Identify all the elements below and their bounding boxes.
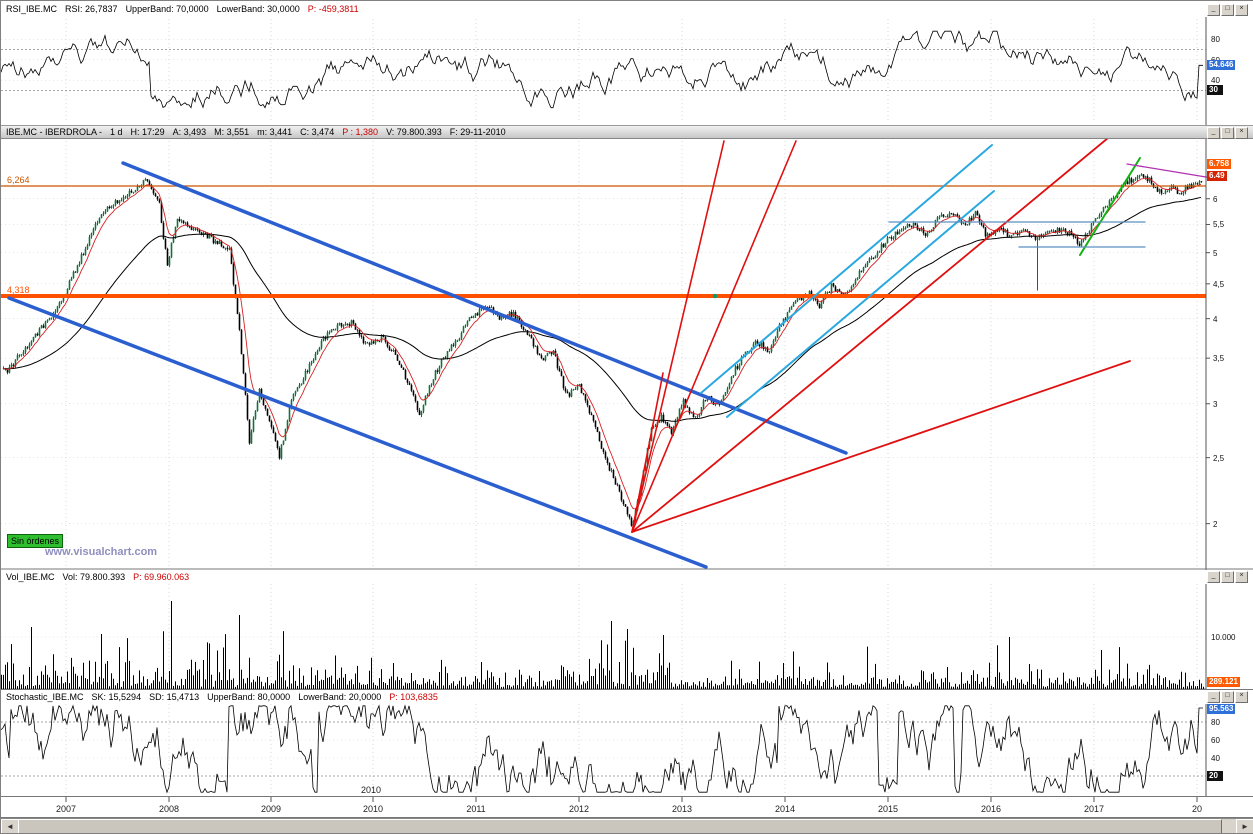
minimize-button[interactable]: _ xyxy=(1207,691,1220,703)
header-field: 1 d xyxy=(110,127,123,137)
header-field: IBE.MC - IBERDROLA - xyxy=(6,127,103,137)
time-axis-year-label: 2014 xyxy=(774,804,796,814)
maximize-button[interactable]: □ xyxy=(1221,571,1234,583)
time-axis-year-label: 2011 xyxy=(466,804,486,814)
close-button[interactable]: × xyxy=(1235,691,1248,703)
volume-chart-area[interactable] xyxy=(1,584,1206,689)
time-axis-year-label: 2013 xyxy=(671,804,693,814)
header-field: LowerBand: 30,0000 xyxy=(216,4,300,14)
time-axis-year-label: 20 xyxy=(1191,804,1202,814)
header-field: LowerBand: 20,0000 xyxy=(298,692,382,702)
header-field: Vol: 79.800.393 xyxy=(62,572,126,582)
header-field: F: 29-11-2010 xyxy=(449,127,506,137)
price-scale-label: 2,5 xyxy=(1213,453,1225,463)
price-scale-label: 4,5 xyxy=(1213,279,1225,289)
price-scale-label: 3,5 xyxy=(1213,354,1225,364)
header-field: C: 3,474 xyxy=(300,127,335,137)
header-field: P: -459,3811 xyxy=(307,4,359,14)
header-field: M: 3,551 xyxy=(214,127,250,137)
stochastic-scale-badge: 20 xyxy=(1207,771,1223,781)
stochastic-scale-label: 60 xyxy=(1211,736,1220,745)
rsi-header-text: RSI_IBE.MC RSI: 26,7837 UpperBand: 70,0000… xyxy=(6,4,367,14)
scroll-right-button[interactable]: ► xyxy=(1236,819,1253,833)
stochastic-scale-label: 80 xyxy=(1211,718,1220,727)
volume-window-buttons: _ □ × xyxy=(1207,571,1248,583)
header-field: P: 69.960.063 xyxy=(133,572,190,582)
rsi-scale-badge: 30 xyxy=(1207,85,1223,96)
header-field: RSI_IBE.MC xyxy=(6,4,58,14)
rsi-scale-badge: 54.646 xyxy=(1207,60,1236,71)
time-axis-year-label: 2007 xyxy=(55,804,77,814)
header-field: V: 79.800.393 xyxy=(386,127,442,137)
volume-panel-header: Vol_IBE.MC Vol: 79.800.393 P: 69.960.063 _… xyxy=(1,570,1253,584)
time-axis-year-label: 2012 xyxy=(568,804,590,814)
price-scale-label: 2 xyxy=(1213,519,1218,529)
rsi-panel-header: RSI_IBE.MC RSI: 26,7837 UpperBand: 70,0000… xyxy=(1,1,1253,17)
maximize-button[interactable]: □ xyxy=(1221,691,1234,703)
visualchart-watermark: www.visualchart.com xyxy=(45,546,158,558)
volume-scale-label: 10.000 xyxy=(1211,633,1236,642)
time-axis-year-label: 2008 xyxy=(158,804,180,814)
maximize-button[interactable]: □ xyxy=(1221,4,1234,16)
header-field: H: 17:29 xyxy=(130,127,165,137)
price-scale-badge: 6.49 xyxy=(1207,170,1227,181)
minimize-button[interactable]: _ xyxy=(1207,4,1220,16)
price-header-text: IBE.MC - IBERDROLA - 1 d H: 17:29 A: 3,493 M… xyxy=(6,127,514,137)
header-field: P : 1,380 xyxy=(342,127,379,137)
stochastic-header-text: Stochastic_IBE.MC SK: 15,5294 SD: 15,4713 U… xyxy=(6,692,446,702)
time-axis-year-label: 2015 xyxy=(877,804,899,814)
header-field: A: 3,493 xyxy=(172,127,207,137)
horizontal-scrollbar[interactable]: ◄ ► xyxy=(1,818,1253,833)
header-field: m: 3,441 xyxy=(257,127,293,137)
price-chart-area[interactable] xyxy=(1,141,1206,567)
rsi-scale-label: 40 xyxy=(1211,76,1220,86)
rsi-chart-area[interactable] xyxy=(1,19,1206,123)
price-scale-label: 5,5 xyxy=(1213,220,1225,230)
price-scale-label: 5 xyxy=(1213,248,1218,258)
header-field: RSI: 26,7837 xyxy=(65,4,118,14)
header-field: UpperBand: 70,0000 xyxy=(125,4,209,14)
time-axis-year-label: 2017 xyxy=(1083,804,1105,814)
scrollbar-thumb[interactable] xyxy=(18,819,1222,833)
header-field: Vol_IBE.MC xyxy=(6,572,55,582)
close-button[interactable]: × xyxy=(1235,127,1248,139)
price-scale-label: 3 xyxy=(1213,399,1218,409)
volume-scale-badge: 289.121 xyxy=(1207,677,1240,687)
price-scale-badge: 6.758 xyxy=(1207,158,1232,169)
stochastic-chart-area[interactable] xyxy=(1,704,1206,794)
maximize-button[interactable]: □ xyxy=(1221,127,1234,139)
price-window-buttons: _ □ × xyxy=(1207,127,1248,139)
time-axis-year-label: 2010 xyxy=(362,804,384,814)
rsi-scale-label: 80 xyxy=(1211,35,1220,45)
volume-header-text: Vol_IBE.MC Vol: 79.800.393 P: 69.960.063 xyxy=(6,572,197,582)
stochastic-scale-label: 40 xyxy=(1211,754,1220,763)
header-field: P: 103,6835 xyxy=(389,692,438,702)
price-panel-header[interactable]: IBE.MC - IBERDROLA - 1 d H: 17:29 A: 3,493 M… xyxy=(1,125,1253,139)
header-field: SD: 15,4713 xyxy=(149,692,200,702)
time-axis-year-label: 2016 xyxy=(980,804,1002,814)
rsi-scale-label: 60 xyxy=(1211,55,1220,65)
stochastic-panel-header: Stochastic_IBE.MC SK: 15,5294 SD: 15,4713 U… xyxy=(1,690,1253,704)
close-button[interactable]: × xyxy=(1235,571,1248,583)
stochastic-window-buttons: _ □ × xyxy=(1207,691,1248,703)
stochastic-scale-badge: 95.563 xyxy=(1207,704,1236,714)
header-field: Stochastic_IBE.MC xyxy=(6,692,84,702)
time-axis-year-label: 2009 xyxy=(260,804,282,814)
minimize-button[interactable]: _ xyxy=(1207,127,1220,139)
price-scale-label: 4 xyxy=(1213,314,1218,324)
price-scale-label: 6 xyxy=(1213,194,1218,204)
header-field: SK: 15,5294 xyxy=(91,692,142,702)
header-field: UpperBand: 80,0000 xyxy=(207,692,291,702)
minimize-button[interactable]: _ xyxy=(1207,571,1220,583)
close-button[interactable]: × xyxy=(1235,4,1248,16)
rsi-window-buttons: _ □ × xyxy=(1207,4,1248,16)
